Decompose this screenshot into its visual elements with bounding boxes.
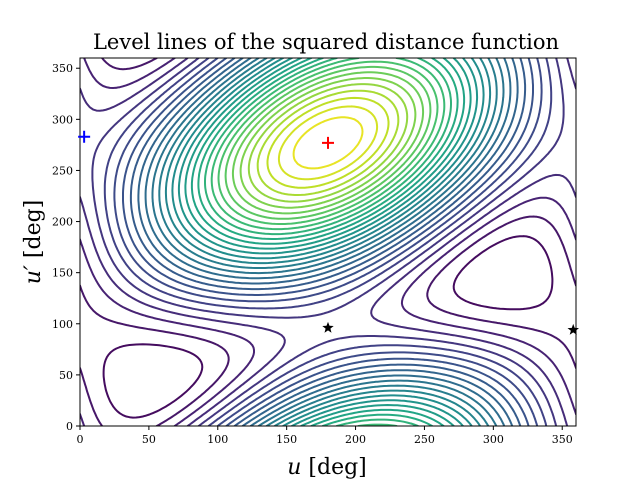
blue-plus-marker <box>78 130 91 143</box>
x-tick-label: 350 <box>552 433 573 446</box>
contour-level-line <box>102 235 554 419</box>
contour-level-line <box>151 58 505 426</box>
contour-level-line <box>137 58 519 426</box>
y-tick-label: 50 <box>59 369 73 382</box>
contour-level-line <box>158 58 498 426</box>
x-tick-label: 300 <box>483 433 504 446</box>
x-axis-ticks: 0 50 100 150 200 250 300 350 <box>77 426 573 446</box>
contour-level-line <box>80 58 576 426</box>
y-tick-label: 150 <box>52 267 73 280</box>
minimum-marker <box>322 136 334 149</box>
chart-title: Level lines of the squared distance func… <box>93 30 559 54</box>
y-tick-label: 250 <box>52 164 73 177</box>
x-tick-label: 100 <box>207 433 228 446</box>
contour-level-line <box>80 58 576 426</box>
x-tick-label: 250 <box>414 433 435 446</box>
y-axis-ticks: 0 50 100 150 200 250 300 350 <box>52 62 80 433</box>
chart-markers <box>78 130 579 335</box>
saddle-1-marker <box>322 321 334 333</box>
x-tick-label: 50 <box>142 433 156 446</box>
contour-level-line <box>277 105 379 181</box>
y-tick-label: 200 <box>52 216 73 229</box>
y-tick-label: 100 <box>52 318 73 331</box>
y-tick-label: 0 <box>66 420 73 433</box>
x-tick-label: 0 <box>77 433 84 446</box>
y-tick-label: 350 <box>52 62 73 75</box>
contour-level-line <box>292 116 364 170</box>
contour-level-line <box>266 96 390 189</box>
plot-frame <box>79 57 577 427</box>
y-axis-label: u′ [deg] <box>21 200 46 285</box>
contour-level-line <box>122 58 534 426</box>
contour-level-line <box>247 83 409 203</box>
contour-level-line <box>224 65 432 220</box>
contour-level-line <box>231 71 425 215</box>
x-tick-label: 200 <box>345 433 366 446</box>
contour-level-line <box>217 60 439 225</box>
x-axis-label: u [deg] <box>287 455 367 480</box>
contour-level-line <box>256 89 400 196</box>
contour-lines <box>80 58 576 426</box>
saddle-2-marker <box>567 323 579 335</box>
x-tick-label: 150 <box>276 433 297 446</box>
contour-level-line <box>239 77 417 209</box>
y-tick-label: 300 <box>52 113 73 126</box>
contour-level-line <box>177 58 479 426</box>
